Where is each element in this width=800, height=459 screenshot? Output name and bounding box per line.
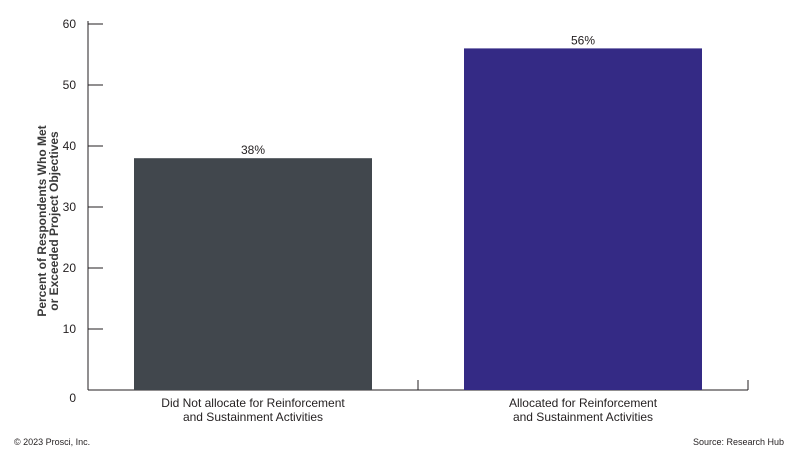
chart-labels: 38%Did Not allocate for Reinforcementand… — [161, 33, 657, 424]
copyright-notice: © 2023 Prosci, Inc. — [14, 437, 91, 447]
x-category-label: Did Not allocate for Reinforcement — [161, 396, 345, 410]
x-category-label: and Sustainment Activities — [513, 410, 653, 424]
data-label: 38% — [241, 143, 265, 157]
source-note: Source: Research Hub — [692, 437, 784, 447]
y-tick-label: 10 — [63, 322, 77, 336]
x-category-label: and Sustainment Activities — [183, 410, 323, 424]
y-tick-label: 30 — [63, 200, 77, 214]
chart-bars — [134, 48, 702, 391]
y-axis-title-line: or Exceeded Project Objectives — [47, 131, 61, 311]
bar — [134, 158, 372, 390]
y-axis-ticks: 0 10 20 30 40 50 60 — [63, 17, 103, 405]
x-category-label: Allocated for Reinforcement — [509, 396, 658, 410]
y-tick-label: 40 — [63, 139, 77, 153]
y-tick-label: 20 — [63, 261, 77, 275]
y-axis-title: Percent of Respondents Who Metor Exceede… — [35, 125, 61, 316]
y-tick-label: 0 — [69, 391, 76, 405]
y-axis-title-line: Percent of Respondents Who Met — [35, 125, 49, 316]
bar — [464, 48, 702, 391]
data-label: 56% — [571, 33, 595, 47]
y-tick-label: 50 — [63, 78, 77, 92]
y-tick-label: 60 — [63, 17, 77, 31]
